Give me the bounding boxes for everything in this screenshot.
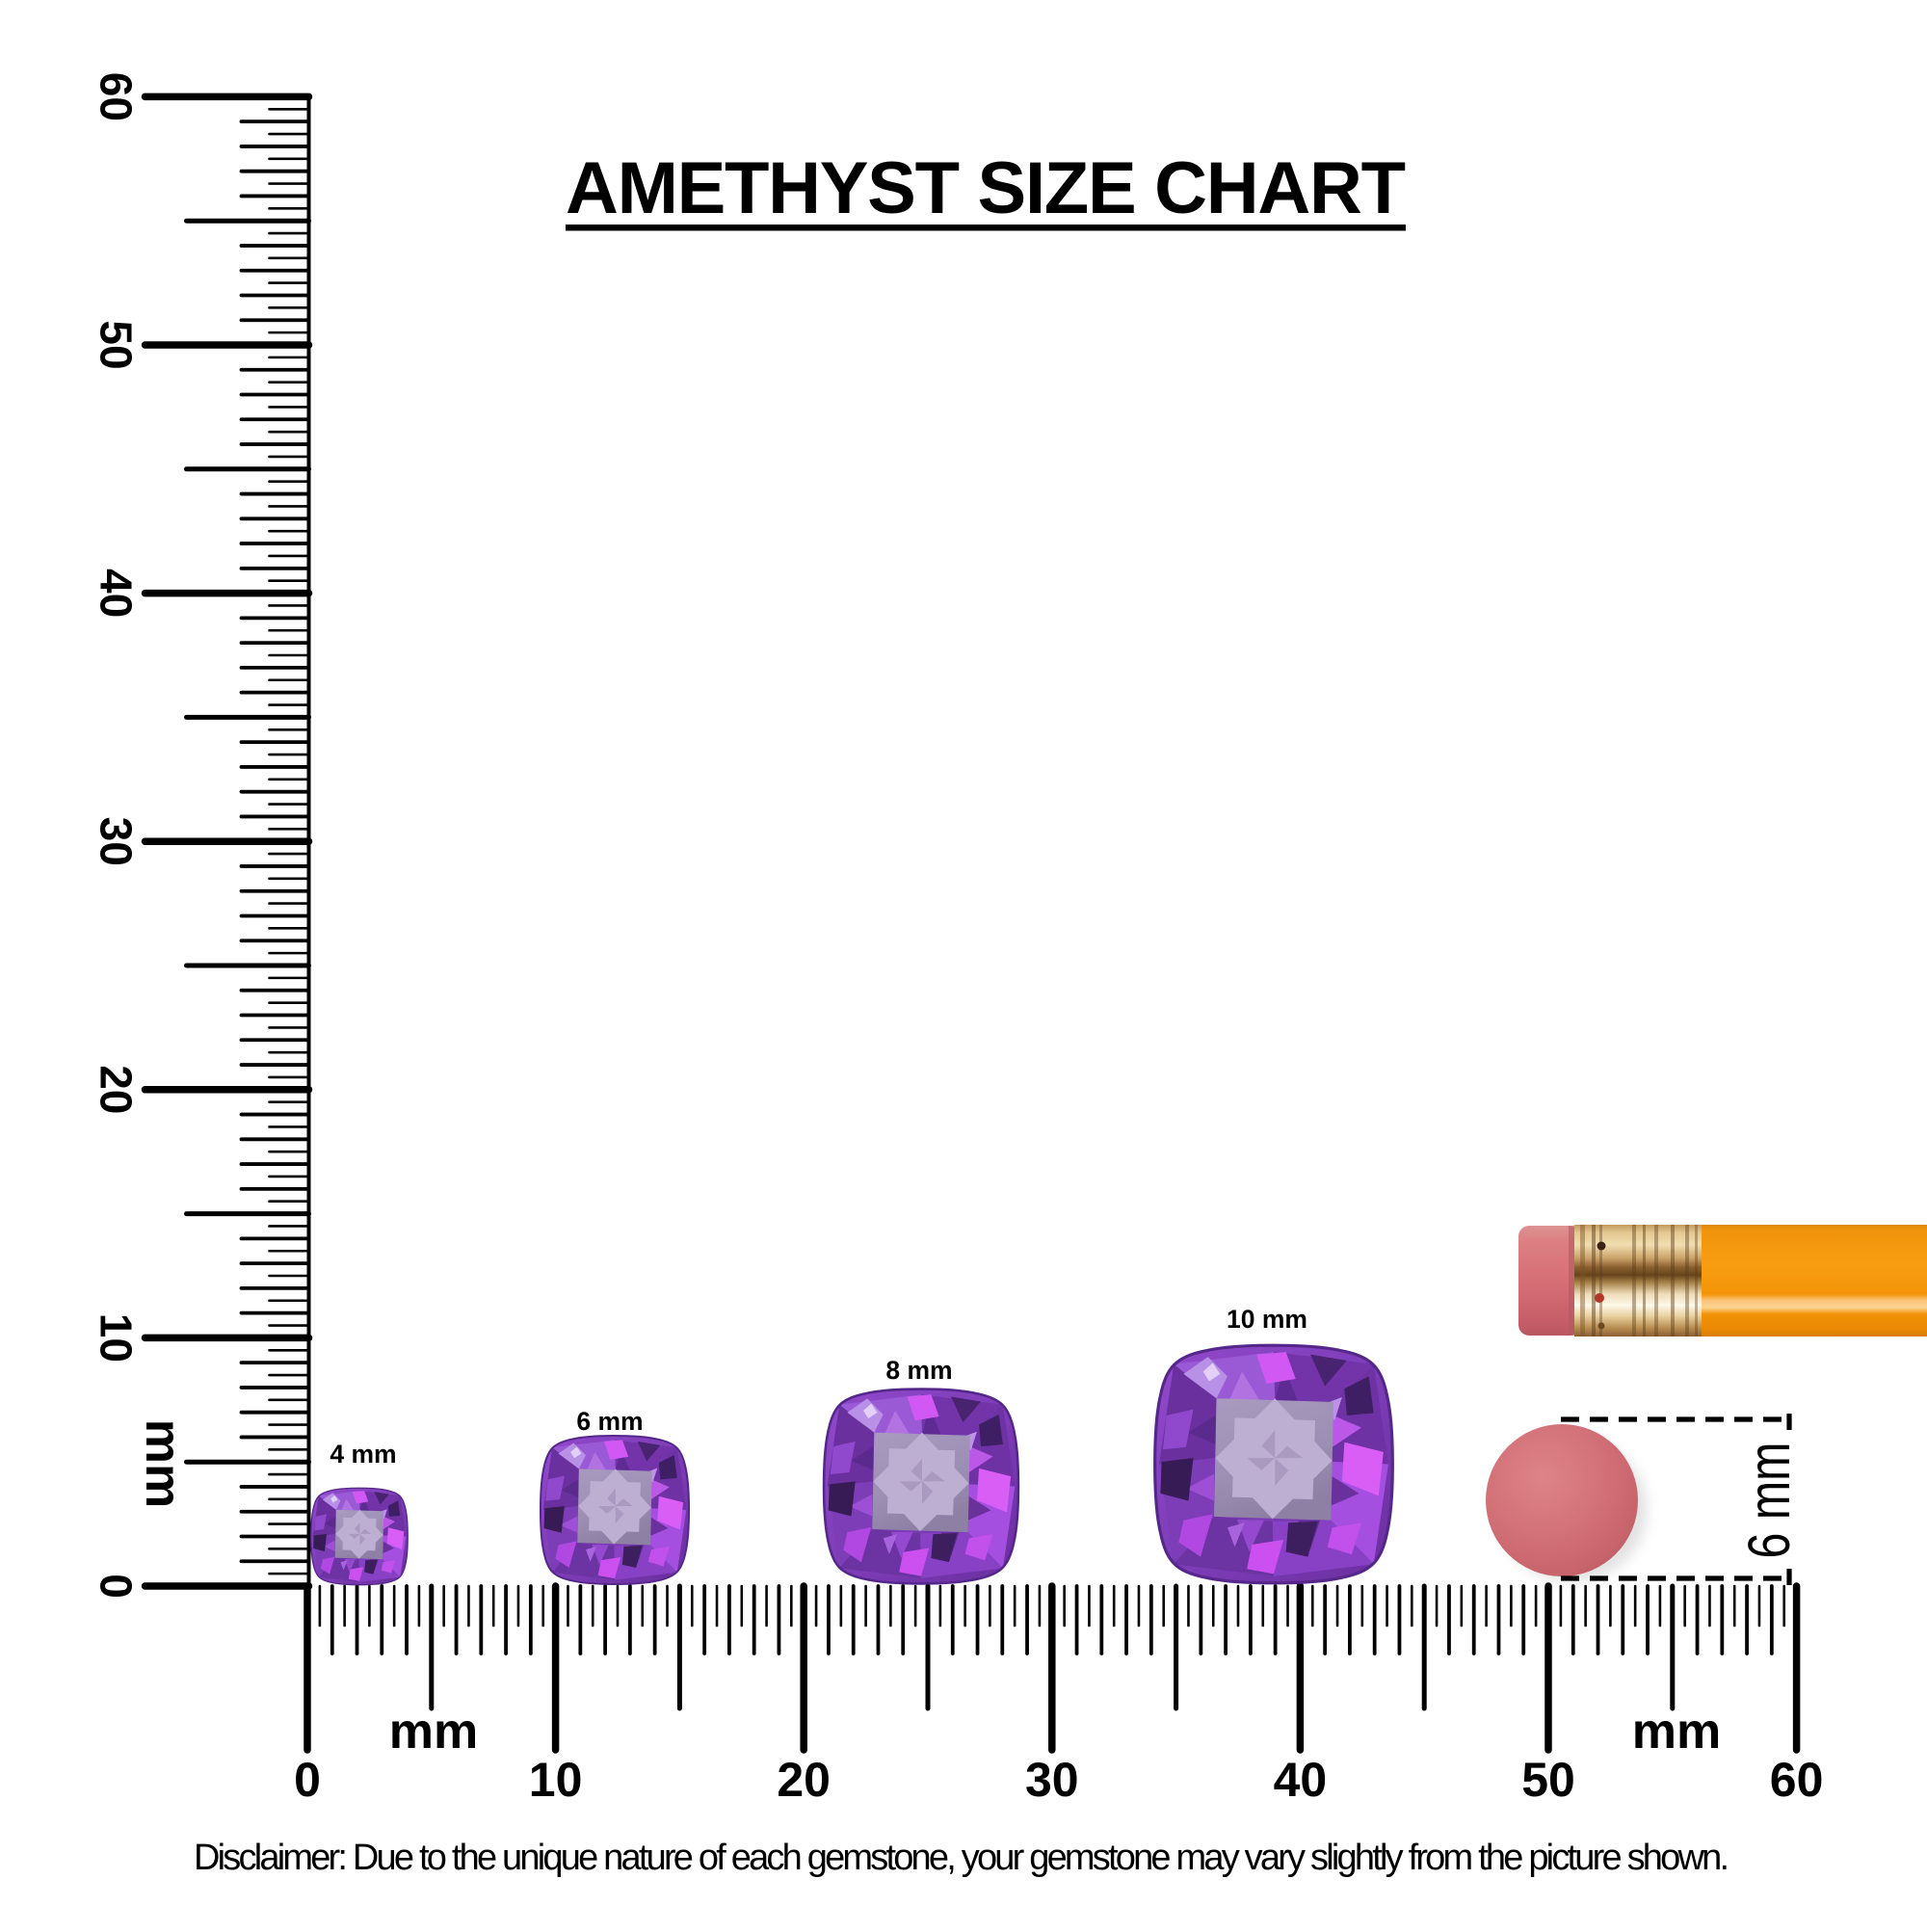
svg-text:0: 0 [294,1753,321,1807]
svg-text:60: 60 [1770,1753,1824,1807]
svg-text:4 mm: 4 mm [330,1440,396,1469]
svg-text:mm: mm [135,1419,191,1508]
svg-text:20: 20 [92,1065,142,1114]
svg-text:0: 0 [92,1574,142,1599]
svg-text:40: 40 [1274,1753,1328,1807]
svg-text:8 mm: 8 mm [885,1356,952,1385]
svg-text:mm: mm [1632,1704,1721,1760]
svg-text:30: 30 [92,817,142,866]
svg-text:mm: mm [389,1704,478,1760]
svg-text:10: 10 [92,1313,142,1363]
svg-text:30: 30 [1025,1753,1079,1807]
svg-text:AMETHYST SIZE CHART: AMETHYST SIZE CHART [566,147,1406,229]
svg-text:40: 40 [92,569,142,618]
svg-text:Disclaimer: Due to the unique: Disclaimer: Due to the unique nature of … [194,1838,1729,1878]
svg-text:20: 20 [777,1753,831,1807]
svg-text:6 mm: 6 mm [576,1407,643,1436]
svg-text:50: 50 [92,320,142,369]
svg-text:50: 50 [1521,1753,1575,1807]
svg-text:60: 60 [92,72,142,121]
svg-text:10: 10 [529,1753,583,1807]
svg-text:10 mm: 10 mm [1227,1305,1307,1334]
svg-text:6 mm: 6 mm [1736,1442,1802,1559]
